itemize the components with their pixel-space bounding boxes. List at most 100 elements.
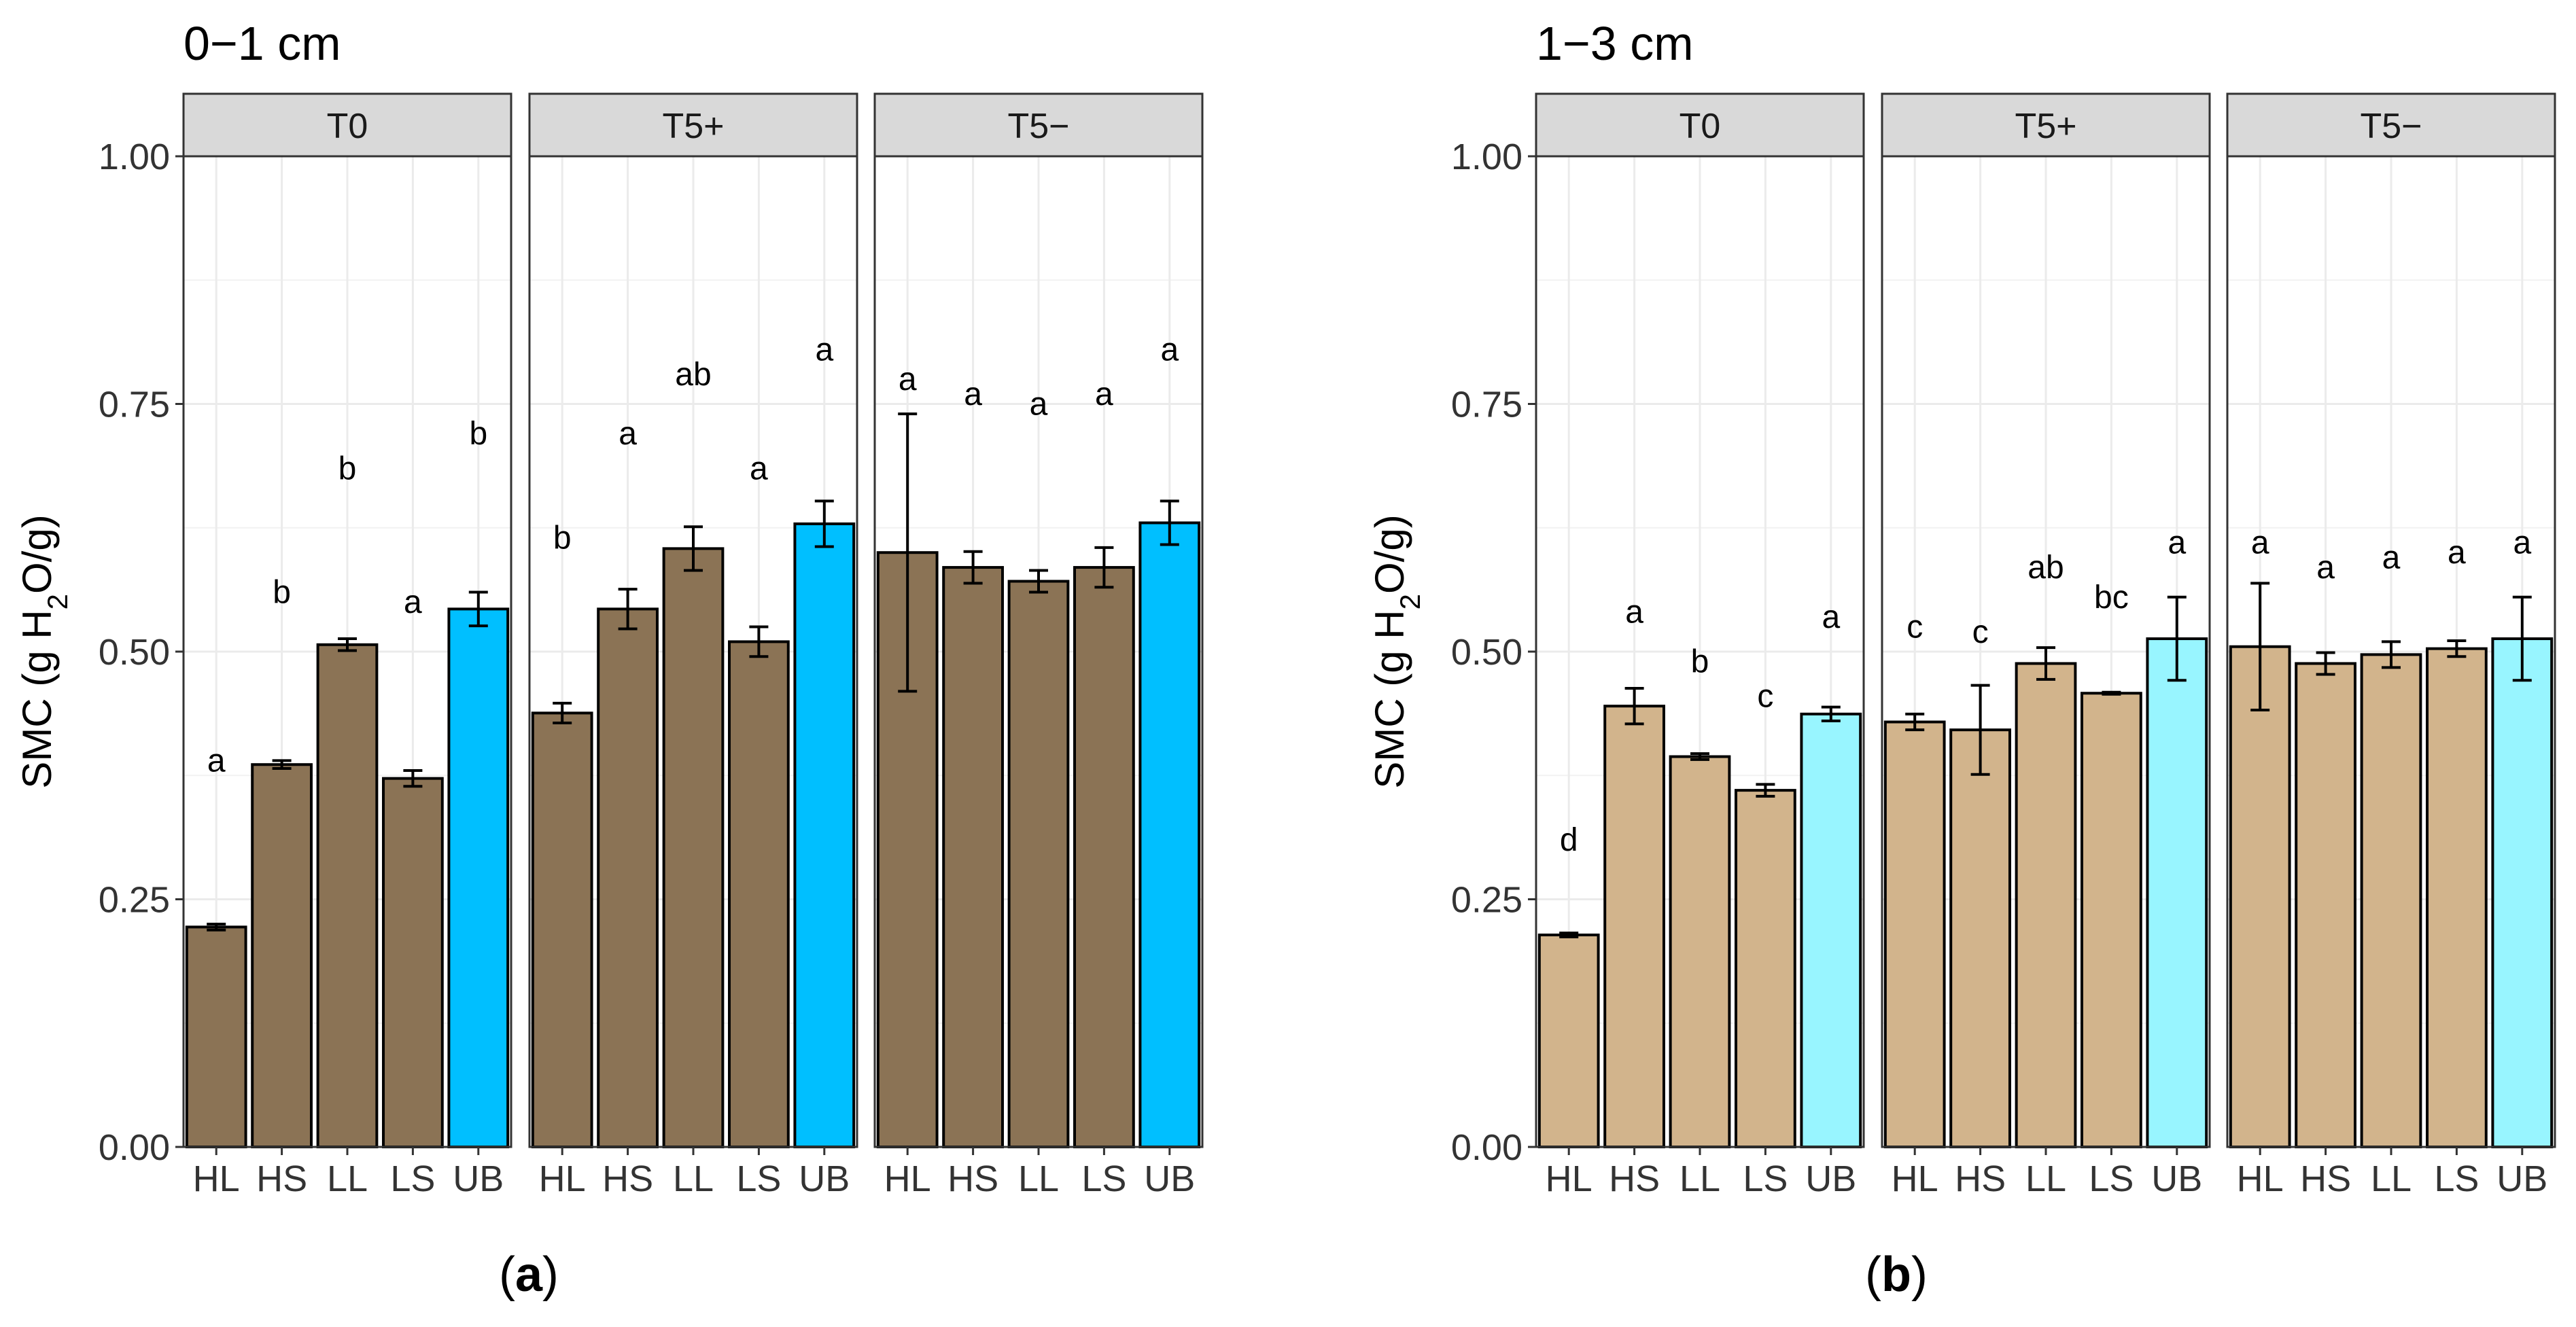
facet-strip-label: T0 bbox=[1679, 107, 1721, 146]
significance-letter: a bbox=[1160, 332, 1179, 368]
x-tick-label: LS bbox=[1743, 1158, 1788, 1199]
x-tick-label: UB bbox=[453, 1158, 504, 1199]
chart-panel-b: 1−3 cm SMC (g H2O/g) 0.00 0.25 0.50 0.75 1.00 T… bbox=[1367, 17, 2556, 1302]
x-tick-label: HL bbox=[2237, 1158, 2284, 1199]
significance-letter: a bbox=[964, 376, 982, 412]
significance-letter: a bbox=[2448, 535, 2466, 571]
facet-T5plus: T5+ c HL c HS ab LL bc LS a UB bbox=[1881, 92, 2211, 1199]
chart-panel-a: 0−1 cm SMC (g H2O/g) 0.00 0.25 0.50 0.75 1.00 T… bbox=[14, 17, 1204, 1302]
bar-ls bbox=[1073, 566, 1135, 1148]
significance-letter: a bbox=[2382, 539, 2401, 576]
y-tick-label: 0.75 bbox=[1451, 385, 1522, 425]
facet-T5minus: T5− a HL a HS a LL a LS a UB bbox=[2226, 92, 2556, 1199]
x-tick-label: HS bbox=[256, 1158, 307, 1199]
facet-border bbox=[2226, 155, 2556, 1148]
bar-ll bbox=[2015, 662, 2077, 1148]
facet-T0: T0 d HL a HS b LL c LS a UB bbox=[1535, 92, 1865, 1199]
x-tick-label: HS bbox=[1955, 1158, 2006, 1199]
bar-hs bbox=[1949, 728, 2011, 1148]
bar-hl bbox=[1537, 933, 1600, 1149]
y-tick-label: 0.00 bbox=[99, 1127, 170, 1168]
significance-letter: a bbox=[1030, 387, 1048, 423]
facet-strip bbox=[2226, 92, 2556, 158]
significance-letter: b bbox=[553, 520, 572, 556]
x-tick-label: LS bbox=[736, 1158, 781, 1199]
significance-letter: a bbox=[1095, 376, 1113, 412]
x-tick-label: UB bbox=[799, 1158, 850, 1199]
significance-letter: a bbox=[2316, 550, 2335, 586]
significance-letter: a bbox=[2251, 525, 2269, 561]
bar-ll bbox=[662, 547, 725, 1148]
x-tick-label: UB bbox=[1805, 1158, 1856, 1199]
bar-ub bbox=[2146, 637, 2208, 1148]
x-tick-label: UB bbox=[2151, 1158, 2202, 1199]
significance-letter: d bbox=[1560, 822, 1578, 858]
bar-ll bbox=[2360, 653, 2422, 1148]
chart-title: 0−1 cm bbox=[184, 17, 341, 70]
bar-hs bbox=[942, 566, 1004, 1148]
bar-hs bbox=[597, 607, 659, 1148]
x-tick-label: LL bbox=[2371, 1158, 2412, 1199]
bar-ls bbox=[728, 640, 790, 1148]
y-tick-label: 0.75 bbox=[99, 385, 170, 425]
y-tick-label: 1.00 bbox=[99, 137, 170, 177]
x-tick-label: LL bbox=[673, 1158, 714, 1199]
facet-strip-label: T5+ bbox=[662, 107, 724, 146]
bar-ll bbox=[316, 643, 379, 1148]
significance-letter: ab bbox=[2027, 550, 2064, 586]
x-tick-label: LL bbox=[1018, 1158, 1059, 1199]
significance-letter: b bbox=[338, 450, 357, 486]
significance-letter: b bbox=[273, 575, 291, 611]
significance-letter: a bbox=[1625, 595, 1643, 631]
panel-label: (a) bbox=[499, 1248, 559, 1302]
facet-border bbox=[873, 155, 1204, 1148]
significance-letter: a bbox=[2168, 525, 2186, 561]
facet-T0: T0 a HL b HS b LL a LS b UB bbox=[182, 92, 512, 1199]
facet-T5minus: T5− a HL a HS a LL a LS a UB bbox=[873, 92, 1204, 1199]
bar-ls bbox=[1735, 789, 1796, 1148]
y-tick-label: 0.25 bbox=[99, 880, 170, 921]
facet-strip-label: T0 bbox=[327, 107, 368, 146]
bar-ls bbox=[382, 777, 444, 1148]
bar-ub bbox=[793, 522, 856, 1148]
x-tick-label: HS bbox=[602, 1158, 653, 1199]
bar-ls bbox=[2426, 647, 2488, 1148]
facet-strip bbox=[1535, 92, 1865, 158]
y-tick-label: 0.50 bbox=[99, 632, 170, 673]
significance-letter: a bbox=[2513, 525, 2531, 561]
significance-letter: ab bbox=[675, 357, 711, 393]
bar-ub bbox=[447, 607, 510, 1148]
x-tick-label: LS bbox=[2089, 1158, 2134, 1199]
x-tick-label: LL bbox=[327, 1158, 368, 1199]
bar-hl bbox=[185, 925, 247, 1148]
y-tick-label: 0.25 bbox=[1451, 880, 1522, 921]
bar-ub bbox=[1138, 521, 1201, 1148]
facet-strip bbox=[1881, 92, 2211, 158]
significance-letter: a bbox=[207, 743, 226, 779]
facet-border bbox=[1535, 155, 1865, 1148]
bar-ls bbox=[2081, 692, 2142, 1148]
x-tick-label: HL bbox=[539, 1158, 586, 1199]
facet-T5plus: T5+ b HL a HS ab LL a LS a UB bbox=[528, 92, 858, 1199]
x-tick-label: HL bbox=[193, 1158, 240, 1199]
y-tick-label: 0.50 bbox=[1451, 632, 1522, 673]
x-tick-label: HS bbox=[1609, 1158, 1660, 1199]
significance-letter: a bbox=[899, 361, 917, 397]
y-axis-label: SMC (g H2O/g) bbox=[1367, 514, 1426, 788]
bar-hs bbox=[2295, 662, 2356, 1148]
significance-letter: a bbox=[619, 416, 637, 452]
bar-hs bbox=[251, 763, 313, 1149]
panel-label: (b) bbox=[1865, 1248, 1928, 1302]
x-tick-label: HS bbox=[2300, 1158, 2351, 1199]
bar-hs bbox=[1603, 705, 1665, 1148]
significance-letter: c bbox=[1757, 679, 1773, 715]
bar-hl bbox=[531, 711, 593, 1148]
facet-strip-label: T5− bbox=[2360, 107, 2422, 146]
significance-letter: b bbox=[1691, 644, 1709, 680]
facet-border bbox=[528, 155, 858, 1148]
significance-letter: a bbox=[750, 450, 768, 486]
facet-strip bbox=[528, 92, 858, 158]
bar-hl bbox=[1883, 720, 1946, 1148]
significance-letter: bc bbox=[2094, 580, 2129, 616]
